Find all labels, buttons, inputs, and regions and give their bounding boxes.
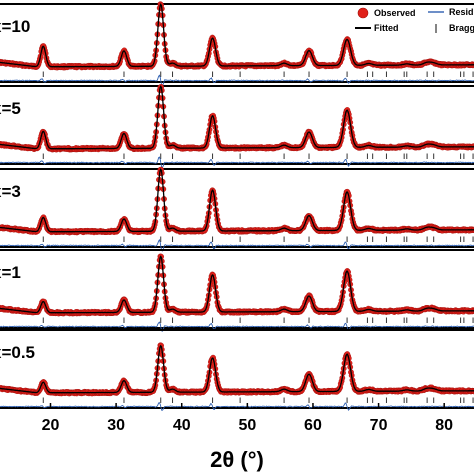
panel-frame bbox=[0, 329, 474, 409]
panel-4: x=0.5 bbox=[0, 329, 474, 411]
panel-1: x=5 bbox=[0, 84, 474, 169]
observed-series bbox=[0, 84, 474, 153]
legend-residual-label: Residual bbox=[449, 7, 474, 17]
panels-layer: x=10 x=5 x=3 x=1 x=0.5 bbox=[0, 1, 474, 411]
fitted-line bbox=[0, 344, 474, 394]
panel-frame bbox=[0, 85, 474, 165]
x-tick-label: 40 bbox=[173, 417, 191, 434]
panel-label: x=3 bbox=[0, 182, 21, 201]
bragg-ticks bbox=[42, 236, 474, 242]
legend-bragg-label: Bragg bbox=[449, 23, 474, 33]
residual-line bbox=[0, 402, 474, 411]
fitted-line bbox=[0, 2, 474, 68]
bragg-ticks bbox=[42, 71, 474, 77]
observed-series bbox=[0, 166, 474, 236]
fitted-line bbox=[0, 255, 474, 314]
observed-series bbox=[0, 253, 474, 317]
residual-line bbox=[0, 156, 474, 169]
panel-label: x=5 bbox=[0, 99, 21, 118]
x-tick-label: 30 bbox=[107, 417, 125, 434]
x-tick-label: 70 bbox=[370, 417, 388, 434]
panel-2: x=3 bbox=[0, 166, 474, 252]
fitted-line bbox=[0, 84, 474, 150]
bragg-ticks bbox=[42, 397, 474, 403]
x-tick-label: 60 bbox=[304, 417, 322, 434]
legend: Observed Fitted Residual Bragg bbox=[355, 7, 474, 33]
legend-observed-label: Observed bbox=[374, 8, 416, 18]
panel-frame bbox=[0, 3, 474, 83]
bragg-ticks bbox=[42, 317, 474, 323]
panel-label: x=1 bbox=[0, 263, 21, 282]
residual-line bbox=[0, 74, 474, 87]
panel-frame bbox=[0, 249, 474, 329]
x-axis-title: 2θ (°) bbox=[210, 447, 264, 472]
bragg-ticks bbox=[42, 153, 474, 159]
observed-series bbox=[0, 342, 474, 397]
x-tick-label: 20 bbox=[42, 417, 60, 434]
fitted-line bbox=[0, 167, 474, 233]
x-tick-label: 50 bbox=[238, 417, 256, 434]
legend-fitted-label: Fitted bbox=[374, 23, 399, 33]
panel-label: x=0.5 bbox=[0, 343, 35, 362]
panel-0: x=10 bbox=[0, 1, 474, 87]
panel-label: x=10 bbox=[0, 17, 30, 36]
panel-frame bbox=[0, 168, 474, 248]
legend-observed-marker bbox=[357, 7, 369, 19]
panel-3: x=1 bbox=[0, 249, 474, 332]
x-tick-label: 80 bbox=[435, 417, 453, 434]
